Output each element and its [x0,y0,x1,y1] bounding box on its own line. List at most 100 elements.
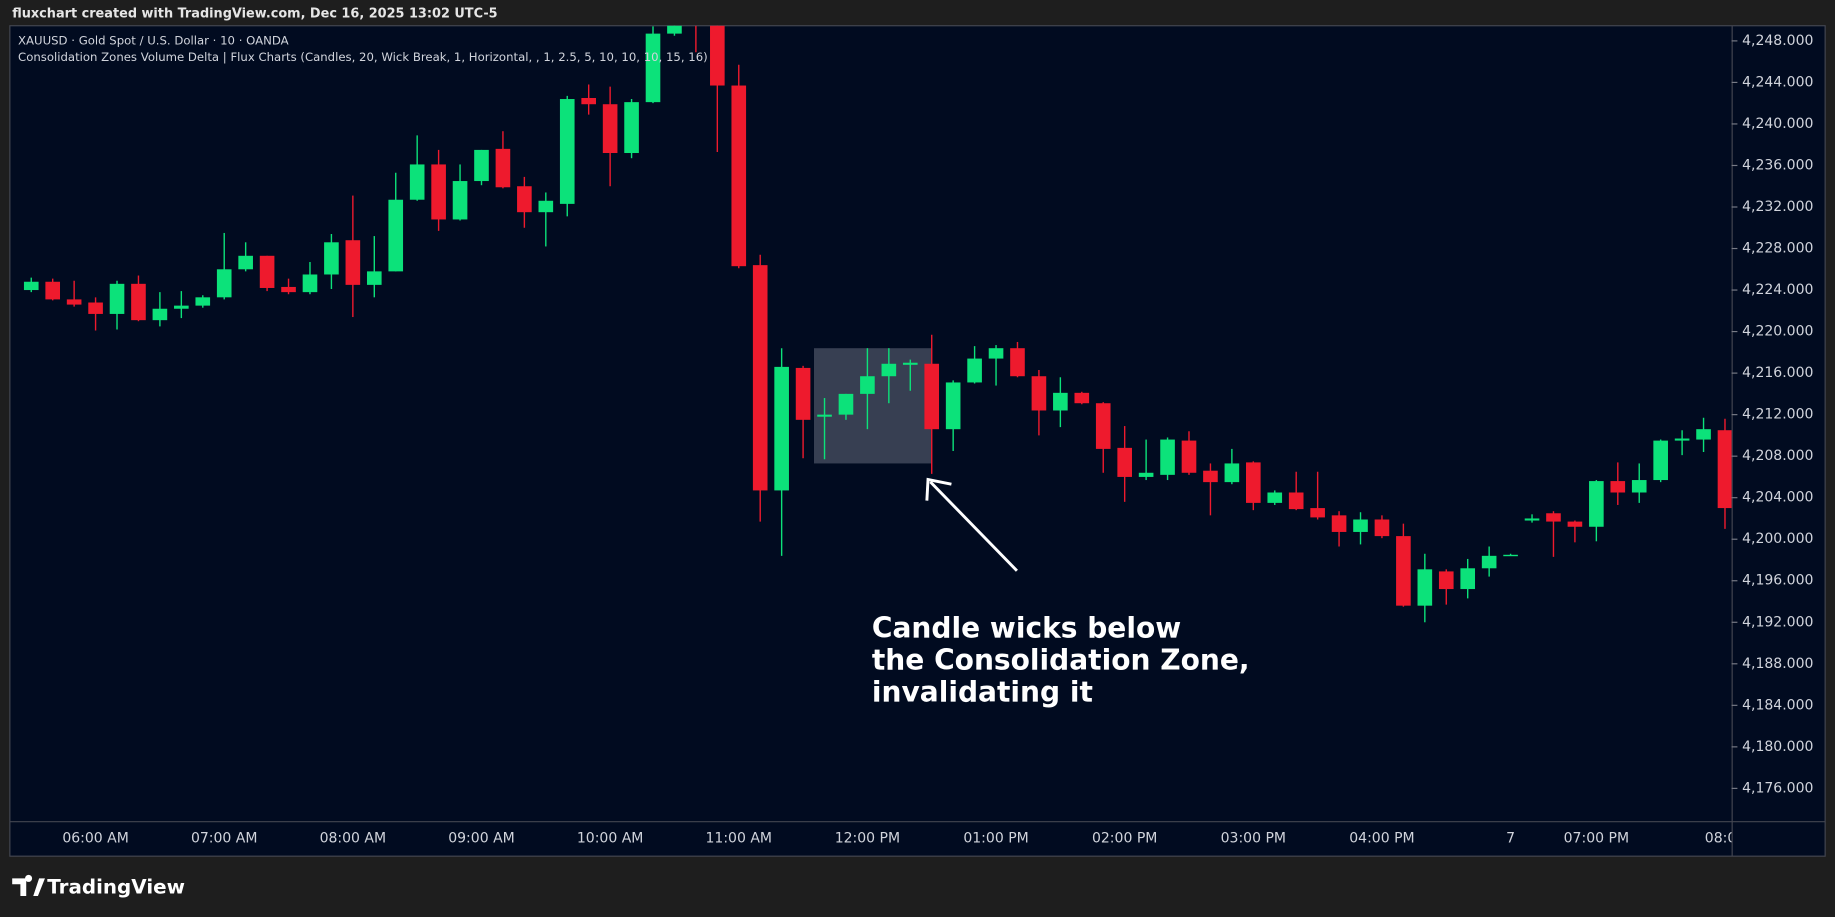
candle-body [581,97,597,105]
candle-body [1460,568,1476,590]
x-tick-label: 03:00 PM [1221,831,1286,847]
y-tick-label: 4,220.000 [1742,324,1813,340]
candle-body [23,281,39,291]
candle-body [1481,555,1497,569]
logo: TradingView [12,874,185,898]
candle-body [66,299,82,305]
annotation-line: Candle wicks below [872,611,1181,644]
candle-body [1224,463,1240,483]
candle-body [967,358,982,383]
consolidation-zone [813,348,932,464]
candle-body [1203,470,1218,483]
y-tick-label: 4,204.000 [1742,490,1813,506]
candle-body [88,302,103,314]
indicator-legend: Consolidation Zones Volume Delta | Flux … [18,50,708,64]
candle-body [1331,515,1347,532]
x-tick-label: 7 [1506,831,1515,847]
candle-body [1160,439,1175,475]
logo-mark [12,874,45,896]
candle-body [624,102,639,154]
candle-body [1610,481,1626,493]
x-tick-label: 04:00 PM [1349,831,1414,847]
x-tick-label: 08:00 AM [320,831,387,847]
x-tick-label: 11:00 AM [706,831,773,847]
candle-body [452,181,468,220]
y-tick-label: 4,232.000 [1742,199,1813,215]
candle-body [302,274,318,293]
candle-body [1353,519,1368,532]
candle-body [988,348,1004,359]
candle-body [881,363,897,377]
candle-body [131,283,146,321]
candle-body [860,376,875,394]
y-tick-label: 4,176.000 [1742,780,1813,796]
y-tick-label: 4,216.000 [1742,365,1813,381]
y-tick-label: 4,196.000 [1742,573,1813,589]
candle-body [710,25,725,86]
candle-body [1117,447,1132,477]
x-tick-label: 07:00 AM [191,831,258,847]
y-tick-label: 4,200.000 [1742,531,1813,547]
y-tick-label: 4,180.000 [1742,739,1813,755]
candle-body [838,393,854,415]
candle-body [538,200,554,213]
x-tick-label: 07:00 PM [1564,831,1629,847]
y-tick-label: 4,188.000 [1742,656,1813,672]
candle-body [345,240,361,285]
candle-body [1267,492,1283,503]
candle-body [795,367,811,420]
candle-body [902,362,918,365]
x-tick-label: 10:00 AM [577,831,644,847]
y-tick-label: 4,236.000 [1742,157,1813,173]
brand: TradingView [47,875,185,898]
symbol-legend: XAUUSD · Gold Spot / U.S. Dollar · 10 · … [18,33,289,47]
candle-body [1074,392,1090,404]
header: fluxchart created with TradingView.com, … [12,7,497,22]
candle-body [1524,518,1540,521]
candle-body [1696,429,1711,440]
candle-body [1310,508,1325,518]
x-tick-label: 06:00 AM [62,831,129,847]
candle-body [474,149,489,182]
candle-body [1031,376,1047,411]
candle-body [1396,536,1411,606]
y-tick-label: 4,212.000 [1742,407,1813,423]
x-tick-label: 02:00 PM [1092,831,1157,847]
candle-body [388,199,404,272]
candle-body [1288,492,1304,510]
candle-body [817,414,832,417]
y-tick-label: 4,248.000 [1742,33,1813,49]
annotation-line: the Consolidation Zone, [872,643,1250,676]
y-tick-label: 4,208.000 [1742,448,1813,464]
price-axis: 4,176.000 4,180.000 4,184.000 4,188.000 4,19… [1731,33,1813,796]
x-tick-label: 08:00 [1705,831,1745,847]
candle-body [195,297,211,306]
candle-body [1631,480,1647,493]
candle-body [45,281,61,300]
candle-body [1053,392,1068,411]
candle-body [109,283,125,314]
candle-body [667,25,682,34]
candle-body [945,382,961,430]
candle-body [1374,519,1390,537]
y-tick-label: 4,228.000 [1742,241,1813,257]
candle-body [259,255,275,288]
candle-body [1417,569,1433,606]
candle-body [1717,430,1732,509]
candle-body [281,286,296,293]
y-tick-label: 4,244.000 [1742,74,1813,90]
candle-body [517,186,532,213]
candle-body [645,33,661,103]
candle-body [1010,348,1025,377]
annotation-line: invalidating it [872,676,1093,709]
time-axis: 06:00 AM 07:00 AM 08:00 AM 09:00 AM 10:00 AM… [62,831,1745,847]
y-tick-label: 4,184.000 [1742,697,1813,713]
candle-body [1567,521,1583,527]
candle-body [752,265,768,491]
x-tick-label: 09:00 AM [448,831,515,847]
candle-body [731,85,747,267]
candle-body [1546,513,1561,522]
y-tick-label: 4,224.000 [1742,282,1813,298]
x-tick-label: 12:00 PM [835,831,900,847]
